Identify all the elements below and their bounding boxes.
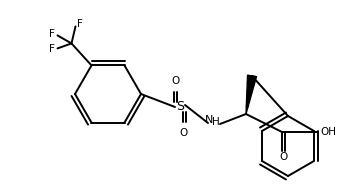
- Text: H: H: [212, 117, 220, 127]
- Text: F: F: [49, 44, 54, 55]
- Text: F: F: [77, 19, 82, 29]
- Text: OH: OH: [320, 127, 336, 137]
- Polygon shape: [246, 75, 256, 114]
- Text: O: O: [279, 152, 287, 162]
- Text: O: O: [180, 128, 188, 138]
- Text: S: S: [176, 100, 184, 113]
- Text: N: N: [205, 115, 213, 125]
- Text: F: F: [49, 29, 54, 39]
- Text: O: O: [172, 76, 180, 86]
